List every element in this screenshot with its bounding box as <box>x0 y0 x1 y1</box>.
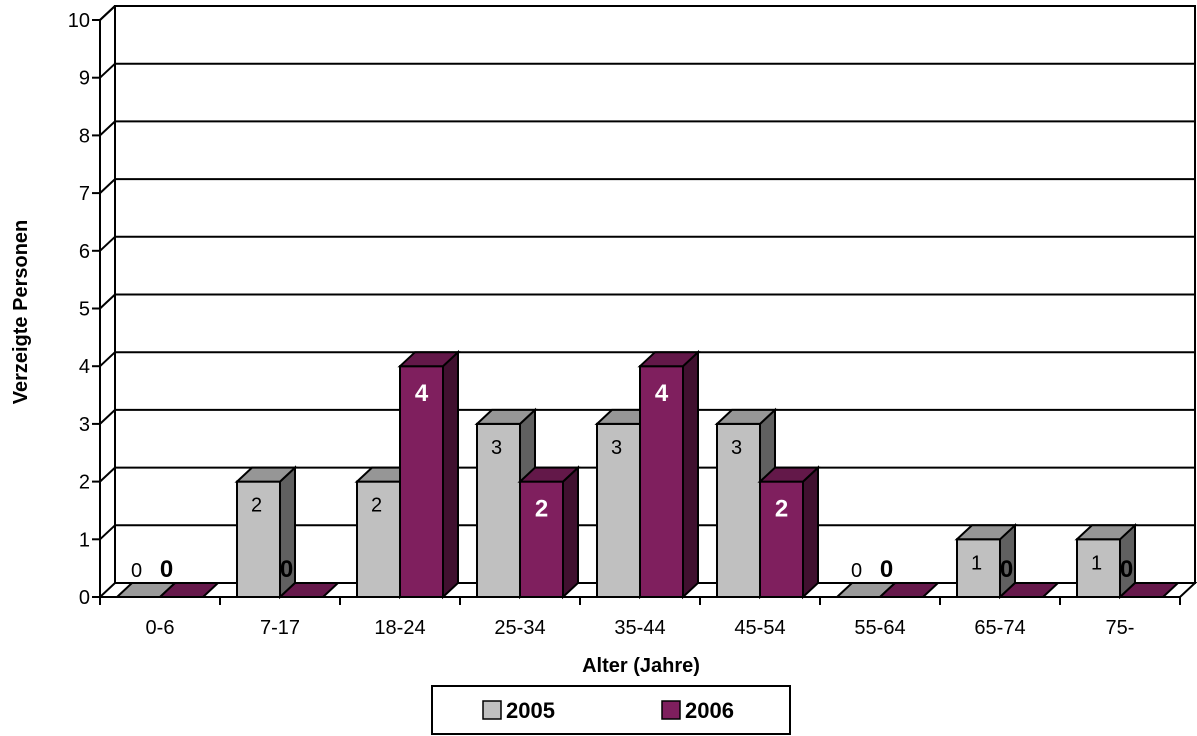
data-label-2005: 3 <box>491 437 502 459</box>
bar-front <box>519 480 564 599</box>
bar-2006-18-24 <box>397 349 461 600</box>
bar-2006-65-74 <box>997 582 1061 598</box>
bar-2006-35-44 <box>637 349 701 600</box>
data-label-2006: 4 <box>655 380 669 407</box>
bar-2006-25-34 <box>517 465 581 600</box>
x-axis-title: Alter (Jahre) <box>582 655 700 677</box>
bar-layer <box>114 349 1181 600</box>
y-tick-label: 4 <box>79 356 90 378</box>
legend-swatch-2005 <box>482 700 502 720</box>
data-label-2005: 2 <box>251 495 262 517</box>
bar-top <box>234 466 298 483</box>
bar-2006-7-17 <box>277 582 341 598</box>
bar-2005-7-17 <box>234 465 298 600</box>
bar-2005-65-74 <box>954 522 1018 600</box>
y-tick-label: 7 <box>79 183 90 205</box>
bar-top <box>397 351 461 368</box>
y-tick-label: 1 <box>79 529 90 551</box>
gridline-side <box>99 178 116 194</box>
x-tick-label: 75- <box>1106 617 1135 639</box>
legend: 2005 2006 <box>431 685 791 735</box>
bar-2006-0-6 <box>157 582 221 598</box>
data-label-2006: 2 <box>535 496 548 523</box>
x-tick-label: 25-34 <box>494 617 545 639</box>
y-tick-label: 6 <box>79 241 90 263</box>
data-label-2005: 3 <box>611 437 622 459</box>
bar-top <box>997 582 1061 598</box>
y-axis-title: Verzeigte Personen <box>10 220 32 405</box>
bar-top <box>517 466 581 483</box>
bar-side <box>682 349 699 600</box>
data-label-2005: 0 <box>851 560 862 582</box>
gridline-side <box>99 236 116 252</box>
legend-swatch-2006 <box>661 700 681 720</box>
y-tick-label: 3 <box>79 414 90 436</box>
bar-top <box>714 408 778 425</box>
bar-2006-45-54 <box>757 465 821 600</box>
bar-front <box>759 480 804 599</box>
data-label-2006: 0 <box>1000 556 1013 583</box>
y-tick-label: 10 <box>68 10 90 32</box>
legend-label-2005: 2005 <box>506 698 555 723</box>
bar-side <box>442 349 459 600</box>
gridline-side <box>99 351 116 367</box>
bar-front <box>356 480 401 599</box>
gridline-side <box>99 62 116 79</box>
y-axis-top-edge <box>99 5 116 21</box>
x-tick-label: 55-64 <box>854 617 905 639</box>
x-tick-label: 65-74 <box>974 617 1025 639</box>
data-label-2005: 2 <box>371 495 382 517</box>
data-label-2006: 2 <box>775 496 788 523</box>
data-label-2006: 0 <box>880 556 893 583</box>
data-label-2005: 0 <box>131 560 142 582</box>
bar-front <box>596 422 641 598</box>
x-tick-label: 0-6 <box>146 617 175 639</box>
gridline-side <box>99 524 116 541</box>
data-label-2006: 0 <box>280 556 293 583</box>
data-label-2005: 1 <box>971 552 982 574</box>
data-label-2006: 4 <box>415 380 429 407</box>
bar-top <box>1117 582 1181 598</box>
data-label-2006: 0 <box>1120 556 1133 583</box>
bar-2005-75- <box>1074 522 1138 600</box>
bar-top <box>277 582 341 598</box>
bar-top <box>1074 524 1138 541</box>
x-tick-label: 45-54 <box>734 617 785 639</box>
bar-front <box>399 365 444 599</box>
bar-top <box>474 408 538 425</box>
bar-2006-75- <box>1117 582 1181 598</box>
y-tick-label: 9 <box>79 68 90 90</box>
bar-top <box>637 351 701 368</box>
gridline-side <box>99 409 116 425</box>
bar-top <box>877 582 941 598</box>
data-label-2005: 3 <box>731 437 742 459</box>
data-label-2005: 1 <box>1091 552 1102 574</box>
bar-side <box>802 465 819 600</box>
data-label-2006: 0 <box>160 556 173 583</box>
gridline-side <box>99 120 116 137</box>
bar-top <box>757 466 821 483</box>
gridline-side <box>99 293 116 310</box>
gridline-side <box>99 466 116 483</box>
bar-2006-55-64 <box>877 582 941 598</box>
x-tick-label: 18-24 <box>374 617 425 639</box>
bar-top <box>954 524 1018 541</box>
legend-label-2006: 2006 <box>685 698 734 723</box>
bar-top <box>157 582 221 598</box>
y-tick-label: 8 <box>79 125 90 147</box>
x-tick-label: 35-44 <box>614 617 665 639</box>
bar-front <box>639 365 684 599</box>
y-tick-label: 0 <box>79 587 90 609</box>
x-tick-label: 7-17 <box>260 617 300 639</box>
y-tick-label: 5 <box>79 299 90 321</box>
bar-side <box>562 465 579 600</box>
y-tick-label: 2 <box>79 472 90 494</box>
